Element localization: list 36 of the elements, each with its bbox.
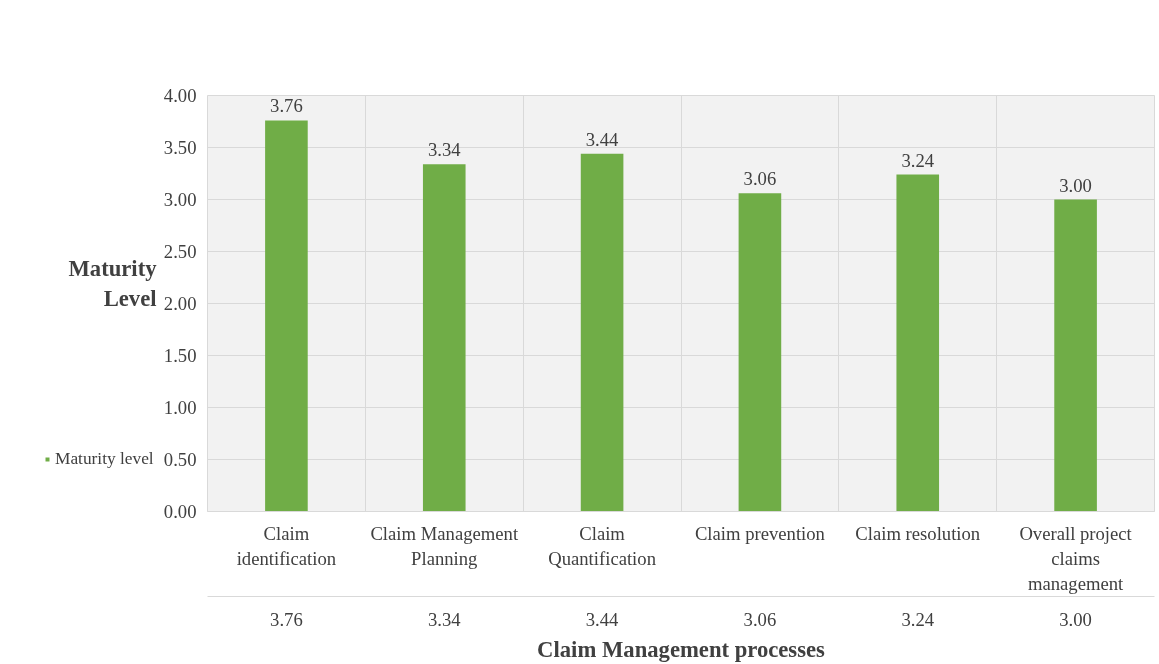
x-tick-label: Claim resolution <box>855 522 981 544</box>
text: 3.00 <box>1059 608 1092 630</box>
bar <box>896 174 940 512</box>
x-tick-label: Claim prevention <box>694 522 826 544</box>
bar <box>422 164 466 512</box>
y-tick-label: 1.50 <box>163 345 197 366</box>
bar <box>580 153 624 512</box>
bar <box>265 120 308 512</box>
text: 3.06 <box>743 608 777 630</box>
y-axis-title: Maturity Level <box>68 255 158 311</box>
legend-label: Maturity level <box>55 449 154 469</box>
x-axis-title: Claim Management processes <box>537 636 826 662</box>
text: 3.00 <box>1059 174 1092 196</box>
y-tick-label: 3.00 <box>163 189 197 210</box>
text: 3.76 <box>270 608 303 630</box>
text: 3.24 <box>901 149 935 171</box>
bar <box>1054 199 1097 512</box>
x-tick-label: Overall project claims management <box>1019 522 1133 594</box>
y-tick-label: 2.50 <box>163 241 197 262</box>
x-tick-label: Claim identification <box>236 522 337 569</box>
text: 3.34 <box>427 139 461 161</box>
text: 3.44 <box>585 128 619 150</box>
x-tick-label: Claim Management Planning <box>370 522 519 569</box>
text: 3.34 <box>427 608 461 630</box>
text: 3.06 <box>743 168 777 190</box>
y-tick-label: 3.50 <box>163 137 197 158</box>
y-tick-label: 4.00 <box>163 85 197 106</box>
text: 3.24 <box>901 608 935 630</box>
y-tick-label: 0.50 <box>163 449 197 470</box>
text: 3.76 <box>270 95 303 117</box>
y-tick-label: 1.00 <box>163 397 197 418</box>
y-tick-label: 2.00 <box>163 293 197 314</box>
y-tick-label: 0.00 <box>163 501 197 522</box>
x-tick-label: Claim Quantification <box>548 522 657 569</box>
text: 3.44 <box>585 608 619 630</box>
bar <box>738 193 782 512</box>
